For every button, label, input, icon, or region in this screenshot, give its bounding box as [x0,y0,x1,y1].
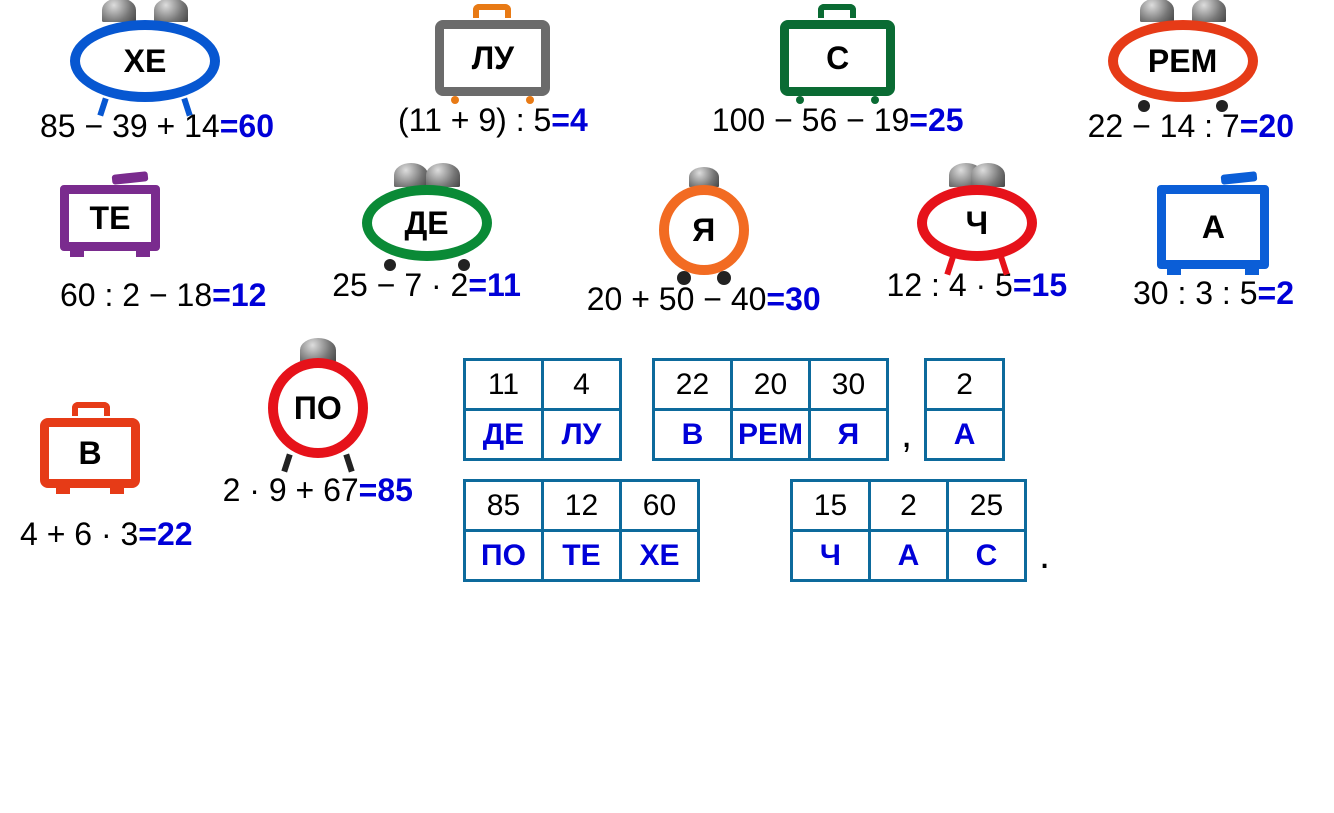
expression: 100 − 56 − 19=25 [712,102,964,139]
clock-CH: Ч 12 : 4 · 5=15 [887,185,1068,304]
alarm-round-icon: ПО [268,358,368,458]
alarm-round-icon: Я [659,185,749,275]
clock-S: С 100 − 56 − 19=25 [712,20,964,139]
clock-DE: ДЕ 25 − 7 · 2=11 [332,185,521,304]
answer-tables: 114 ДЕЛУ 222030 ВРЕМЯ , 2 А 851260 ПОТЕХ… [463,358,1050,582]
expression: 20 + 50 − 40=30 [587,281,821,318]
answer-table: 114 ДЕЛУ [463,358,622,461]
clock-letters: ПО [294,390,342,427]
alarm-oval-icon: ХЕ [70,20,220,102]
clock-REM: РЕМ 22 − 14 : 7=20 [1088,20,1294,145]
expression: (11 + 9) : 5=4 [398,102,588,139]
answer-table: 222030 ВРЕМЯ [652,358,889,461]
expression: 2 · 9 + 67=85 [223,472,413,509]
row-3: В 4 + 6 · 3=22 ПО 2 · 9 + 67=85 114 ДЕЛУ [20,338,1314,582]
expression: 30 : 3 : 5=2 [1133,275,1294,312]
alarm-oval-icon: РЕМ [1108,20,1258,102]
punctuation: , [901,412,912,457]
clock-V: В 4 + 6 · 3=22 [20,418,193,553]
row-1: ХЕ 85 − 39 + 14=60 ЛУ (11 + 9) : 5=4 С 1… [20,10,1314,145]
clock-A: А 30 : 3 : 5=2 [1133,185,1294,312]
suitcase-icon: С [780,20,895,96]
alarm-oval-icon: Ч [917,185,1037,261]
punctuation: . [1039,533,1050,578]
clock-letters: ХЕ [124,43,167,80]
clock-letters: ТЕ [90,200,131,237]
clock-letters: С [826,40,849,77]
answer-table: 15225 ЧАС [790,479,1027,582]
expression: 4 + 6 · 3=22 [20,516,193,553]
expression: 60 : 2 − 18=12 [60,277,266,314]
desk-clock-icon: ТЕ [60,185,160,251]
clock-letters: Ч [966,205,988,242]
clock-letters: А [1202,209,1225,246]
answer-table: 851260 ПОТЕХЕ [463,479,700,582]
clock-letters: РЕМ [1148,43,1217,80]
expression: 25 − 7 · 2=11 [332,267,521,304]
suitcase-icon: В [40,418,140,488]
clock-letters: В [78,435,101,472]
clock-TE: ТЕ 60 : 2 − 18=12 [60,185,266,314]
clock-YA: Я 20 + 50 − 40=30 [587,185,821,318]
clock-LU: ЛУ (11 + 9) : 5=4 [398,20,588,139]
expression: 85 − 39 + 14=60 [40,108,274,145]
answer-table: 2 А [924,358,1005,461]
expression: 22 − 14 : 7=20 [1088,108,1294,145]
clock-letters: ЛУ [472,40,514,77]
alarm-oval-icon: ДЕ [362,185,492,261]
tables-row-2: 851260 ПОТЕХЕ 15225 ЧАС . [463,479,1050,582]
tables-row-1: 114 ДЕЛУ 222030 ВРЕМЯ , 2 А [463,358,1050,461]
clock-letters: ДЕ [404,205,448,242]
clock-letters: Я [692,212,715,249]
clock-XE: ХЕ 85 − 39 + 14=60 [40,20,274,145]
clock-PO: ПО 2 · 9 + 67=85 [223,358,413,509]
row-2: ТЕ 60 : 2 − 18=12 ДЕ 25 − 7 · 2=11 Я 20 … [20,165,1314,318]
expression: 12 : 4 · 5=15 [887,267,1068,304]
suitcase-icon: ЛУ [435,20,550,96]
desk-clock-icon: А [1157,185,1269,269]
